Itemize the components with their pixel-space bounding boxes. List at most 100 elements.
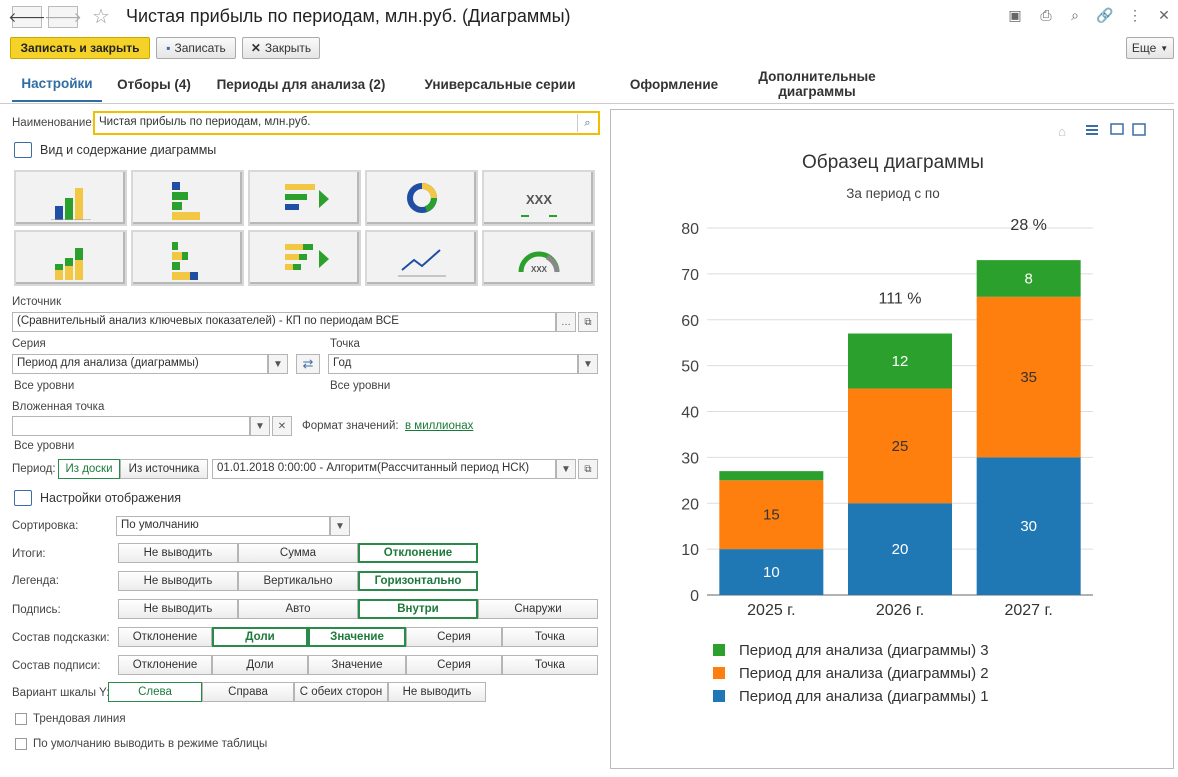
source-open-icon[interactable]: ⧉ [578,312,598,332]
tooltip-shares[interactable]: Доли [212,627,308,647]
period-open-icon[interactable]: ⧉ [578,459,598,479]
period-dropdown-button[interactable]: ▼ [556,459,576,479]
stacked-bar-arrow-icon [284,244,329,270]
tab-additional-charts[interactable]: Дополнительные диаграммы [758,69,876,99]
caption-auto[interactable]: Авто [238,599,358,619]
favorite-star-icon[interactable]: ☆ [92,6,110,28]
menu-dots-icon[interactable]: ⋮ [1128,6,1142,23]
totals-none[interactable]: Не выводить [118,543,238,563]
x-tick-label: 2026 г. [876,602,924,619]
display-settings-icon [14,490,32,506]
period-from-source-toggle[interactable]: Из источника [120,459,208,479]
captioncomp-series[interactable]: Серия [406,655,502,675]
caption-outside[interactable]: Снаружи [478,599,598,619]
captioncomp-deviation[interactable]: Отклонение [118,655,212,675]
chart-section-icon [14,142,32,158]
point-select[interactable]: Год [328,354,578,374]
yscale-right[interactable]: Справа [202,682,294,702]
sort-dropdown-button[interactable]: ▼ [330,516,350,536]
period-input[interactable]: 01.01.2018 0:00:00 - Алгоритм(Рассчитанн… [212,459,556,479]
chart-type-stacked-bar-arrow[interactable] [248,230,361,286]
source-input[interactable]: (Сравнительный анализ ключевых показател… [12,312,556,332]
translate-icon[interactable]: ⌕ [577,114,597,132]
totals-sum[interactable]: Сумма [238,543,358,563]
bar-arrow-chart-icon [284,184,329,210]
more-label: Еще [1131,41,1157,55]
caret-down-icon: ▼ [1160,43,1169,53]
yscale-none[interactable]: Не выводить [388,682,486,702]
save-button[interactable]: ▪ Записать [156,37,236,59]
series-levels: Все уровни [14,380,75,392]
swap-icon[interactable]: ⇄ [296,354,320,374]
more-button[interactable]: Еще ▼ [1126,37,1174,59]
tab-analysis-periods[interactable]: Периоды для анализа (2) [216,76,386,92]
legend-none[interactable]: Не выводить [118,571,238,591]
chart-type-donut[interactable] [365,170,478,226]
captioncomp-value[interactable]: Значение [308,655,406,675]
tooltip-value[interactable]: Значение [308,627,406,647]
yscale-both[interactable]: С обеих сторон [294,682,388,702]
forward-button[interactable]: 🡒 [44,6,82,28]
name-input[interactable]: Чистая прибыль по периодам, млн.руб. [93,111,600,135]
tooltip-point[interactable]: Точка [502,627,598,647]
chart-type-gauge[interactable]: XXX [482,230,595,286]
chart-type-indicator[interactable]: XXX [482,170,595,226]
print-icon[interactable]: ⎙ [1040,6,1052,23]
chart-type-bar[interactable] [131,170,244,226]
period-from-board-toggle[interactable]: Из доски [58,459,120,479]
stacked-bar-icon [171,242,198,280]
back-button[interactable]: 🡐 [8,6,46,28]
format-link[interactable]: в миллионах [405,420,474,432]
tab-settings[interactable]: Настройки [12,66,102,102]
column-chart-icon [50,188,91,220]
sort-select[interactable]: По умолчанию [116,516,330,536]
series-select[interactable]: Период для анализа (диаграммы) [12,354,268,374]
nested-clear-button[interactable]: ✕ [272,416,292,436]
point-dropdown-button[interactable]: ▼ [578,354,598,374]
tab-filters[interactable]: Отборы (4) [117,76,191,92]
list-icon[interactable] [1086,125,1098,135]
home-icon[interactable]: ⌂ [1058,124,1066,139]
link-icon[interactable]: 🔗 [1096,6,1114,23]
tab-appearance[interactable]: Оформление [629,76,719,92]
nested-dropdown-button[interactable]: ▼ [250,416,270,436]
totals-deviation[interactable]: Отклонение [358,543,478,563]
save-icon[interactable]: ▣ [1008,6,1022,23]
yscale-left[interactable]: Слева [108,682,202,702]
chart-type-line[interactable] [365,230,478,286]
captioncomp-point[interactable]: Точка [502,655,598,675]
bar-annotation: 28 % [1010,217,1046,234]
y-tick-label: 30 [681,450,699,467]
yscale-label: Вариант шкалы Y: [12,687,110,699]
comment-icon[interactable] [1110,123,1124,135]
chart-type-bar-arrow[interactable] [248,170,361,226]
legend-swatch [713,644,725,656]
captioncomp-shares[interactable]: Доли [212,655,308,675]
close-icon[interactable]: ✕ [1158,6,1170,23]
chart-type-column[interactable] [14,170,127,226]
close-button[interactable]: ✕ Закрыть [242,37,320,59]
table-mode-checkbox[interactable] [15,738,27,750]
caption-composition-label: Состав подписи: [12,660,101,672]
bar-segment [976,260,1081,297]
chart-type-stacked-column[interactable] [14,230,127,286]
svg-text:XXX: XXX [525,192,551,207]
tab-universal-series[interactable]: Универсальные серии [424,76,576,92]
preview-icon[interactable]: ⌕ [1071,6,1079,23]
y-tick-label: 20 [681,496,699,513]
source-choose-button[interactable]: … [556,312,576,332]
series-dropdown-button[interactable]: ▼ [268,354,288,374]
caption-inside[interactable]: Внутри [358,599,478,619]
legend-vertical[interactable]: Вертикально [238,571,358,591]
chart-title: Образец диаграммы [802,152,984,173]
nested-point-select[interactable] [12,416,250,436]
trend-checkbox[interactable] [15,713,27,725]
tooltip-deviation[interactable]: Отклонение [118,627,212,647]
chart-type-stacked-bar[interactable] [131,230,244,286]
tooltip-series[interactable]: Серия [406,627,502,647]
caption-none[interactable]: Не выводить [118,599,238,619]
save-and-close-button[interactable]: Записать и закрыть [10,37,150,59]
legend-horizontal[interactable]: Горизонтально [358,571,478,591]
legend-label: Период для анализа (диаграммы) 3 [739,642,989,659]
export-icon[interactable] [1132,123,1146,136]
